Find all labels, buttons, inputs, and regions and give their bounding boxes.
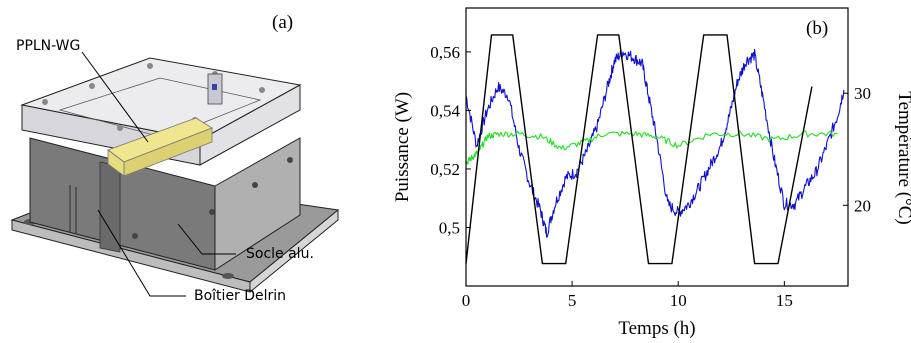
callout-housing: Boîtier Delrin <box>194 288 286 304</box>
x-tick-label: 10 <box>670 291 687 310</box>
y2-tick-label: 30 <box>854 84 871 103</box>
callout-line-waveguide <box>81 51 149 143</box>
x-tick-label: 15 <box>776 291 793 310</box>
y2-axis-label: Température (°C) <box>894 91 911 224</box>
callout-line-base <box>177 223 236 255</box>
housing-illustration: PPLN-WG Socle alu. Boîtier Delrin (a) <box>10 12 340 304</box>
series-layer <box>465 34 845 265</box>
y-axis-label: Puissance (W) <box>392 92 413 202</box>
y-tick-label: 0,54 <box>430 101 460 120</box>
y2-tick-label: 20 <box>854 196 871 215</box>
x-axis-label: Temps (h) <box>618 318 695 339</box>
ticks-layer: 0 5 10 15 0,5 0,52 0,54 0,56 20 30 <box>430 43 871 310</box>
y-tick-label: 0,56 <box>430 43 460 62</box>
callout-line-housing <box>97 209 186 297</box>
series-line-power-blue <box>465 48 845 238</box>
x-tick-label: 0 <box>462 291 471 310</box>
panel-label-a: (a) <box>272 12 293 33</box>
callout-base: Socle alu. <box>246 246 314 262</box>
series-line-temperature <box>465 34 813 265</box>
series-line-power-green <box>465 130 838 166</box>
ppln-waveguide <box>107 117 213 177</box>
panel-label-b: (b) <box>806 18 828 39</box>
y-tick-label: 0,5 <box>439 218 460 237</box>
plot-frame <box>465 7 849 287</box>
delrin-housing <box>29 137 301 271</box>
x-tick-label: 5 <box>568 291 577 310</box>
callout-waveguide: PPLN-WG <box>16 38 80 54</box>
y-tick-label: 0,52 <box>430 160 460 179</box>
transparent-lid <box>20 57 302 166</box>
